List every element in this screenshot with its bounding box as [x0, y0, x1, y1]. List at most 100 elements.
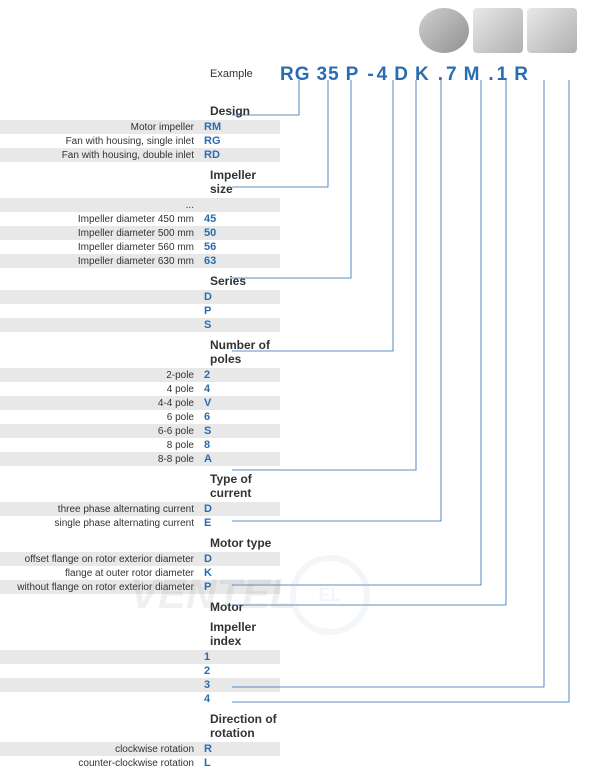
spec-code: 45 — [200, 213, 230, 225]
spec-row: flange at outer rotor diameterK — [0, 566, 280, 580]
spec-code: 4 — [200, 383, 230, 395]
spec-code: A — [200, 453, 230, 465]
spec-code: V — [200, 397, 230, 409]
spec-code: P — [200, 305, 230, 317]
spec-row: 4 pole4 — [0, 382, 280, 396]
spec-row: Motor impellerRM — [0, 120, 280, 134]
code-part: 7 — [446, 64, 458, 86]
spec-label: Fan with housing, double inlet — [0, 150, 200, 161]
spec-label: 8-8 pole — [0, 454, 200, 465]
spec-code: R — [200, 743, 230, 755]
spec-label: Impeller diameter 560 mm — [0, 242, 200, 253]
section-header: Motor — [210, 600, 280, 614]
spec-row: Impeller diameter 500 mm50 — [0, 226, 280, 240]
spec-label: counter-clockwise rotation — [0, 758, 200, 769]
fan-image-2 — [473, 8, 523, 53]
spec-label: 8 pole — [0, 440, 200, 451]
product-images — [419, 8, 577, 53]
spec-label: ... — [0, 200, 200, 211]
code-part: 4 — [377, 64, 389, 86]
spec-code: 4 — [200, 693, 230, 705]
section-header: Design — [210, 104, 280, 118]
section-header: Series — [210, 274, 280, 288]
spec-code: 6 — [200, 411, 230, 423]
spec-label: Impeller diameter 630 mm — [0, 256, 200, 267]
spec-label: offset flange on rotor exterior diameter — [0, 554, 200, 565]
code-part: D — [394, 64, 409, 86]
spec-code: D — [200, 503, 230, 515]
spec-label: 4-4 pole — [0, 398, 200, 409]
spec-label: Impeller diameter 500 mm — [0, 228, 200, 239]
spec-code: 50 — [200, 227, 230, 239]
spec-label: clockwise rotation — [0, 744, 200, 755]
spec-row: counter-clockwise rotationL — [0, 756, 280, 770]
spec-row: ... — [0, 198, 280, 212]
spec-label: 6-6 pole — [0, 426, 200, 437]
diagram-container: Example RG35P-4DK.7M.1R DesignMotor impe… — [0, 0, 589, 737]
spec-row: Impeller diameter 560 mm56 — [0, 240, 280, 254]
code-part: . — [438, 64, 444, 86]
example-label: Example — [210, 68, 253, 80]
spec-label: three phase alternating current — [0, 504, 200, 515]
code-part: R — [514, 64, 529, 86]
spec-label: single phase alternating current — [0, 518, 200, 529]
code-part: . — [488, 64, 494, 86]
spec-code: D — [200, 291, 230, 303]
spec-row: 4 — [0, 692, 280, 706]
spec-row: 6 pole6 — [0, 410, 280, 424]
spec-label: without flange on rotor exterior diamete… — [0, 582, 200, 593]
sections-content: DesignMotor impellerRMFan with housing, … — [0, 98, 280, 770]
spec-code: S — [200, 425, 230, 437]
section-header: Impeller index — [210, 620, 280, 648]
spec-label: Motor impeller — [0, 122, 200, 133]
spec-row: three phase alternating currentD — [0, 502, 280, 516]
spec-row: 8-8 poleA — [0, 452, 280, 466]
spec-code: S — [200, 319, 230, 331]
spec-row: 8 pole8 — [0, 438, 280, 452]
spec-row: 6-6 poleS — [0, 424, 280, 438]
spec-code: 63 — [200, 255, 230, 267]
watermark-logo: EL — [290, 555, 370, 635]
spec-label: 6 pole — [0, 412, 200, 423]
spec-row: 2 — [0, 664, 280, 678]
fan-image-1 — [419, 8, 469, 53]
spec-code: E — [200, 517, 230, 529]
spec-row: P — [0, 304, 280, 318]
spec-code: RG — [200, 135, 230, 147]
section-header: Impeller size — [210, 168, 280, 196]
code-part: 35 — [317, 64, 340, 86]
spec-code: L — [200, 757, 230, 769]
spec-code: RD — [200, 149, 230, 161]
spec-code: D — [200, 553, 230, 565]
spec-label: Impeller diameter 450 mm — [0, 214, 200, 225]
spec-row: offset flange on rotor exterior diameter… — [0, 552, 280, 566]
spec-row: clockwise rotationR — [0, 742, 280, 756]
spec-row: 1 — [0, 650, 280, 664]
spec-code: 8 — [200, 439, 230, 451]
fan-image-3 — [527, 8, 577, 53]
spec-label: Fan with housing, single inlet — [0, 136, 200, 147]
spec-label: 4 pole — [0, 384, 200, 395]
section-header: Direction of rotation — [210, 712, 280, 740]
spec-row: S — [0, 318, 280, 332]
code-part: - — [367, 64, 374, 86]
spec-code: 3 — [200, 679, 230, 691]
spec-label: flange at outer rotor diameter — [0, 568, 200, 579]
spec-row: without flange on rotor exterior diamete… — [0, 580, 280, 594]
spec-code: 2 — [200, 665, 230, 677]
spec-row: Impeller diameter 630 mm63 — [0, 254, 280, 268]
spec-row: 2-pole2 — [0, 368, 280, 382]
code-part: 1 — [497, 64, 509, 86]
spec-code: RM — [200, 121, 230, 133]
spec-row: Impeller diameter 450 mm45 — [0, 212, 280, 226]
code-part: M — [464, 64, 481, 86]
spec-row: D — [0, 290, 280, 304]
code-part: RG — [280, 64, 311, 86]
section-header: Number of poles — [210, 338, 280, 366]
spec-row: single phase alternating currentE — [0, 516, 280, 530]
spec-code: P — [200, 581, 230, 593]
spec-row: 4-4 poleV — [0, 396, 280, 410]
spec-row: Fan with housing, double inletRD — [0, 148, 280, 162]
spec-code: K — [200, 567, 230, 579]
code-part: K — [415, 64, 430, 86]
